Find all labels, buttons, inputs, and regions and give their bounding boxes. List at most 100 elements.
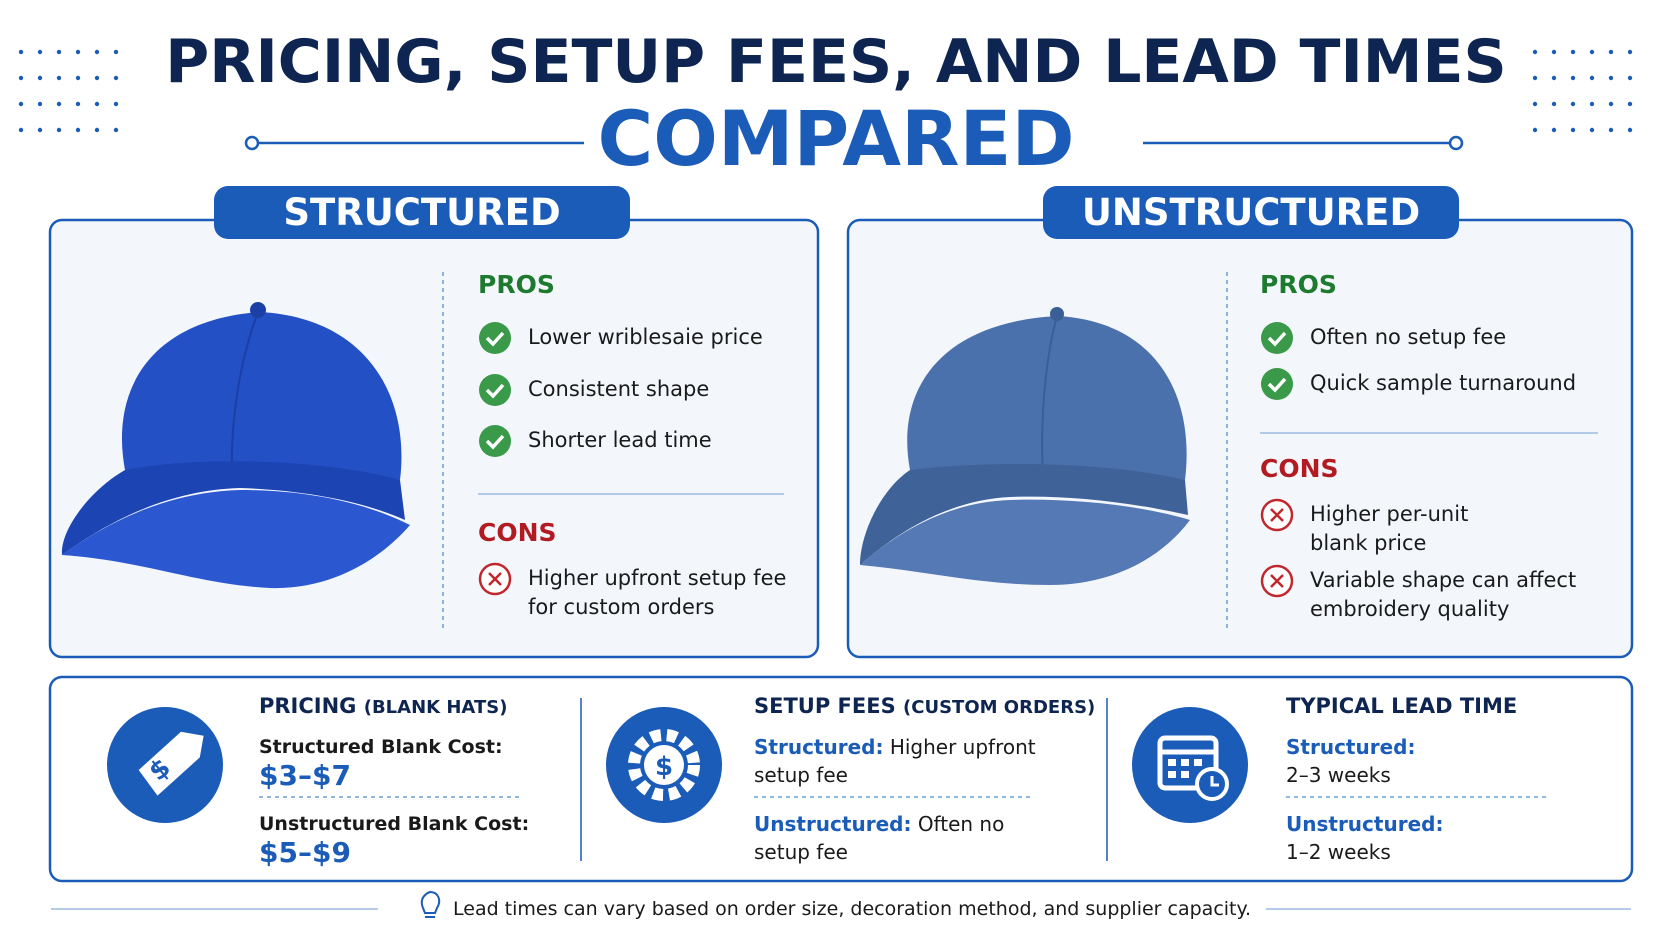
cross-mark bbox=[488, 572, 502, 586]
dot bbox=[1532, 127, 1538, 133]
title-rules bbox=[244, 135, 1464, 151]
item-label: Unstructured Blank Cost: bbox=[259, 812, 530, 835]
cons-heading: CONS bbox=[478, 518, 557, 547]
check-mark bbox=[1267, 377, 1287, 393]
structured-cap bbox=[61, 302, 410, 589]
dot bbox=[1532, 101, 1538, 107]
item-value: Often no bbox=[917, 812, 1005, 836]
panel-title: UNSTRUCTURED bbox=[1081, 190, 1421, 234]
dot bbox=[75, 127, 81, 133]
dot bbox=[1627, 101, 1633, 107]
dot bbox=[1532, 49, 1538, 55]
con-line: Higher per-unit bbox=[1310, 502, 1469, 527]
item-label: Unstructured: bbox=[1286, 812, 1444, 836]
pros-heading: PROS bbox=[478, 270, 555, 299]
heading-text: SETUP FEES bbox=[754, 694, 896, 719]
item-label: Unstructured: bbox=[754, 812, 912, 836]
dot bbox=[1570, 75, 1576, 81]
pro-item: Consistent shape bbox=[528, 377, 710, 402]
svg-text:$: $ bbox=[655, 752, 673, 782]
dot bbox=[94, 75, 100, 81]
pro-item: Quick sample turnaround bbox=[1310, 371, 1577, 396]
dot bbox=[1589, 127, 1595, 133]
dot bbox=[37, 127, 43, 133]
bulb-icon bbox=[420, 890, 441, 918]
dot bbox=[94, 49, 100, 55]
dot bbox=[1608, 127, 1614, 133]
item-label: Structured: bbox=[1286, 735, 1416, 759]
con-line: blank price bbox=[1310, 531, 1427, 556]
check-mark bbox=[485, 383, 505, 399]
dot bbox=[113, 101, 119, 107]
check-icon bbox=[479, 322, 511, 354]
dot bbox=[1627, 49, 1633, 55]
dot bbox=[1589, 49, 1595, 55]
check-mark bbox=[485, 331, 505, 347]
item-label: Structured Blank Cost: bbox=[259, 735, 503, 758]
panel-title: STRUCTURED bbox=[283, 190, 561, 234]
summary-heading: TYPICAL LEAD TIME bbox=[1286, 694, 1518, 719]
summary-heading: PRICING (BLANK HATS) bbox=[259, 694, 507, 719]
item-value: $5–$9 bbox=[259, 836, 351, 870]
dot bbox=[1627, 127, 1633, 133]
dot bbox=[18, 75, 24, 81]
item-value: 2–3 weeks bbox=[1286, 763, 1391, 787]
item-value: $3–$7 bbox=[259, 759, 351, 793]
dot bbox=[1589, 75, 1595, 81]
item-label: Structured: bbox=[754, 735, 884, 759]
dot bbox=[37, 75, 43, 81]
title-line-2: COMPARED bbox=[597, 94, 1075, 184]
dot bbox=[18, 127, 24, 133]
pros-heading: PROS bbox=[1260, 270, 1337, 299]
check-icon bbox=[1261, 322, 1293, 354]
con-line: for custom orders bbox=[528, 595, 715, 620]
summary-icons: $ $ bbox=[107, 707, 1248, 823]
dot bbox=[56, 49, 62, 55]
cross-mark bbox=[1270, 574, 1284, 588]
cons-heading: CONS bbox=[1260, 454, 1339, 483]
item-value: Higher upfront bbox=[889, 735, 1036, 759]
check-icon bbox=[479, 425, 511, 457]
dot-grid bbox=[18, 49, 1633, 133]
pro-item: Shorter lead time bbox=[528, 428, 712, 453]
item-value: setup fee bbox=[754, 763, 848, 787]
dot bbox=[113, 49, 119, 55]
con-line: embroidery quality bbox=[1310, 597, 1510, 622]
rules bbox=[51, 432, 1631, 910]
dot bbox=[75, 49, 81, 55]
dot bbox=[56, 127, 62, 133]
con-line: Variable shape can affect bbox=[1310, 568, 1577, 593]
dot bbox=[1570, 49, 1576, 55]
dot bbox=[1608, 49, 1614, 55]
dot bbox=[75, 101, 81, 107]
dot bbox=[1532, 75, 1538, 81]
dot bbox=[1551, 75, 1557, 81]
tabs bbox=[214, 186, 1459, 239]
dot bbox=[94, 127, 100, 133]
cross-mark bbox=[1270, 508, 1284, 522]
dot bbox=[37, 101, 43, 107]
dot bbox=[18, 101, 24, 107]
dot bbox=[113, 75, 119, 81]
dot bbox=[1570, 101, 1576, 107]
check-icon bbox=[479, 374, 511, 406]
pro-item: Lower wriblesaie price bbox=[528, 325, 763, 350]
dot bbox=[1589, 101, 1595, 107]
item-value: 1–2 weeks bbox=[1286, 840, 1391, 864]
item-line: Structured: Higher upfront bbox=[754, 735, 1036, 759]
dot bbox=[1551, 101, 1557, 107]
dot bbox=[1551, 127, 1557, 133]
heading-note: (BLANK HATS) bbox=[363, 697, 508, 719]
dot bbox=[94, 101, 100, 107]
check-mark bbox=[1267, 331, 1287, 347]
footer-note: Lead times can vary based on order size,… bbox=[453, 897, 1252, 920]
dot bbox=[37, 49, 43, 55]
heading-note: (CUSTOM ORDERS) bbox=[903, 697, 1096, 719]
dot bbox=[1627, 75, 1633, 81]
dot bbox=[56, 75, 62, 81]
title-line-1: PRICING, SETUP FEES, AND LEAD TIMES bbox=[165, 27, 1507, 97]
dividers bbox=[259, 272, 1549, 798]
dot bbox=[113, 127, 119, 133]
